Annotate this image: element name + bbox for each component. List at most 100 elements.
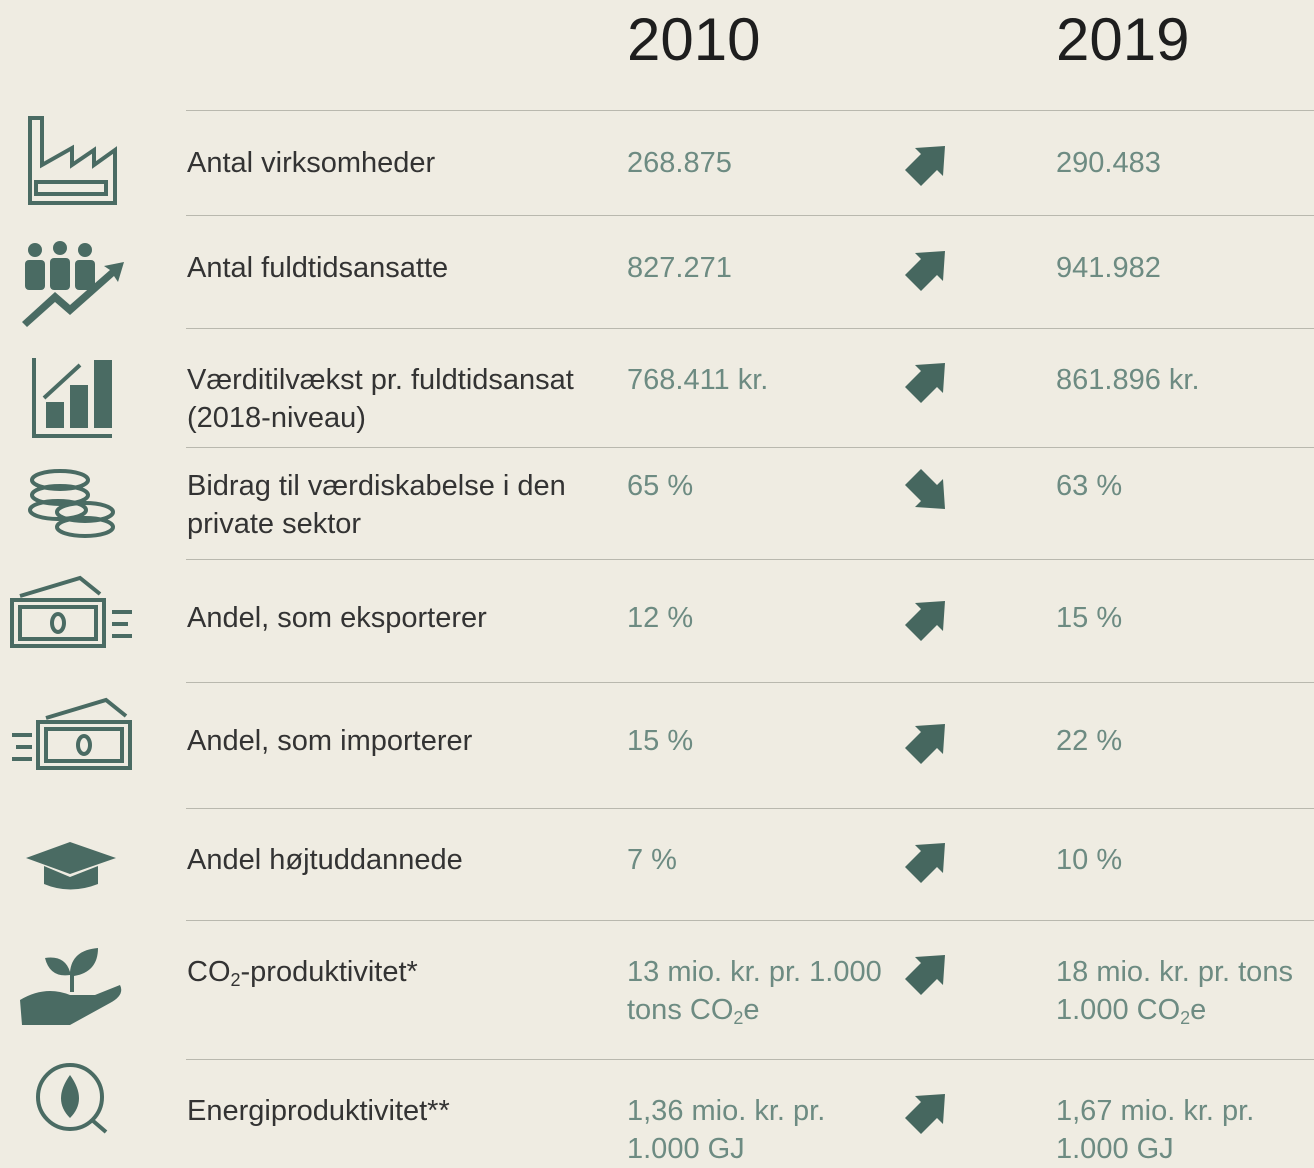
text-line: 1,36 mio. kr. pr.: [627, 1095, 826, 1127]
row-label: Bidrag til værdiskabelse i den private se…: [187, 467, 566, 543]
text-line: 290.483: [1056, 147, 1161, 179]
row-divider: [186, 110, 1314, 111]
row-divider: [186, 559, 1314, 560]
value-2019: 18 mio. kr. pr. tons 1.000 CO2e: [1056, 953, 1293, 1029]
arrow-shape: [905, 146, 945, 186]
year-header: 2019: [1056, 6, 1190, 73]
value-2010: 13 mio. kr. pr. 1.000 tons CO2e: [627, 953, 882, 1029]
text-line: 7 %: [627, 844, 677, 876]
export-icon: [10, 575, 132, 648]
text-line: 1.000 GJ: [1056, 1133, 1174, 1165]
row-label: Andel, som eksporterer: [187, 599, 487, 637]
text-line: Antal fuldtidsansatte: [187, 252, 449, 284]
trend-arrow-up: [905, 955, 945, 995]
row-divider: [186, 328, 1314, 329]
text-line: 268.875: [627, 147, 732, 179]
text-line: (2018-niveau): [187, 402, 366, 434]
subscript: 2: [1180, 1008, 1191, 1028]
text-line: 768.411 kr.: [627, 364, 769, 396]
text-line: 10 %: [1056, 844, 1123, 876]
arrow-shape: [905, 469, 945, 509]
row-divider: [186, 215, 1314, 216]
text-line: 15 %: [627, 725, 694, 757]
arrow-shape: [905, 955, 945, 995]
text-line: tons CO2e: [627, 991, 882, 1029]
text-line: CO2-produktivitet*: [187, 953, 418, 991]
plant-hand-icon: [20, 948, 122, 1025]
trend-arrow-up: [905, 601, 945, 641]
icons: [10, 116, 132, 1134]
text-line: Energiproduktivitet**: [187, 1095, 450, 1127]
year-header: 2010: [627, 6, 761, 73]
text-line: private sektor: [187, 508, 362, 540]
trend-arrow-up: [905, 146, 945, 186]
subscript: 2: [733, 1008, 744, 1028]
value-2019: 15 %: [1056, 599, 1122, 637]
value-2019: 861.896 kr.: [1056, 361, 1200, 399]
text-line: Andel, som eksporterer: [187, 602, 487, 634]
text-line: Værditilvækst pr. fuldtidsansat: [187, 364, 574, 396]
arrow-shape: [905, 363, 945, 403]
value-2010: 12 %: [627, 599, 693, 637]
bar-chart-icon: [32, 358, 112, 438]
text-line: 15 %: [1056, 602, 1123, 634]
text-segment: e: [1190, 994, 1207, 1026]
text-line: 941.982: [1056, 252, 1161, 284]
trend-arrow-up: [905, 724, 945, 764]
value-2019: 63 %: [1056, 467, 1122, 505]
arrow-shape: [905, 601, 945, 641]
coins-icon: [28, 469, 115, 538]
text-segment: tons CO: [627, 994, 734, 1026]
text-line: Bidrag til værdiskabelse i den: [187, 470, 566, 502]
row-label: Værditilvækst pr. fuldtidsansat (2018-niv…: [187, 361, 574, 437]
text-line: 1.000 GJ: [627, 1133, 745, 1165]
trend-arrow-down: [905, 469, 945, 509]
row-label: CO2-produktivitet*: [187, 953, 418, 991]
text-line: Antal virksomheder: [187, 147, 436, 179]
arrow-shape: [905, 1094, 945, 1134]
subscript: 2: [230, 970, 241, 990]
text-line: 12 %: [627, 602, 694, 634]
text-line: 65 %: [627, 470, 694, 502]
text-line: Andel, som importerer: [187, 725, 473, 757]
trend-arrow-up: [905, 843, 945, 883]
arrow-shape: [905, 724, 945, 764]
value-2010: 768.411 kr.: [627, 361, 768, 399]
trend-arrow-up: [905, 251, 945, 291]
factory-icon: [28, 116, 117, 205]
graduation-icon: [26, 842, 116, 890]
value-2019: 290.483: [1056, 144, 1161, 182]
arrow-shape: [905, 251, 945, 291]
text-segment: 1.000 CO: [1056, 994, 1181, 1026]
text-segment: -produktivitet*: [240, 956, 418, 988]
text-segment: CO: [187, 956, 231, 988]
value-2010: 65 %: [627, 467, 693, 505]
row-divider: [186, 682, 1314, 683]
text-line: 22 %: [1056, 725, 1123, 757]
text-line: 13 mio. kr. pr. 1.000: [627, 956, 882, 988]
value-2019: 22 %: [1056, 722, 1122, 760]
trend-arrow-up: [905, 363, 945, 403]
value-2019: 1,67 mio. kr. pr. 1.000 GJ: [1056, 1092, 1254, 1168]
text-line: 18 mio. kr. pr. tons: [1056, 956, 1293, 988]
arrow-shape: [905, 843, 945, 883]
people-icon: [22, 241, 124, 327]
row-label: Andel, som importerer: [187, 722, 472, 760]
text-line: 1,67 mio. kr. pr.: [1056, 1095, 1255, 1127]
row-label: Energiproduktivitet**: [187, 1092, 450, 1130]
text-line: 63 %: [1056, 470, 1123, 502]
text-line: 827.271: [627, 252, 732, 284]
row-divider: [186, 808, 1314, 809]
row-divider: [186, 1059, 1314, 1060]
text-line: Andel højtuddannede: [187, 844, 463, 876]
text-line: 861.896 kr.: [1056, 364, 1200, 396]
text-line: 1.000 CO2e: [1056, 991, 1293, 1029]
value-2010: 1,36 mio. kr. pr. 1.000 GJ: [627, 1092, 825, 1168]
import-icon: [12, 697, 132, 770]
value-2010: 15 %: [627, 722, 693, 760]
row-divider: [186, 447, 1314, 448]
value-2010: 827.271: [627, 249, 732, 287]
row-label: Andel højtuddannede: [187, 841, 463, 879]
value-2019: 941.982: [1056, 249, 1161, 287]
row-label: Antal virksomheder: [187, 144, 435, 182]
